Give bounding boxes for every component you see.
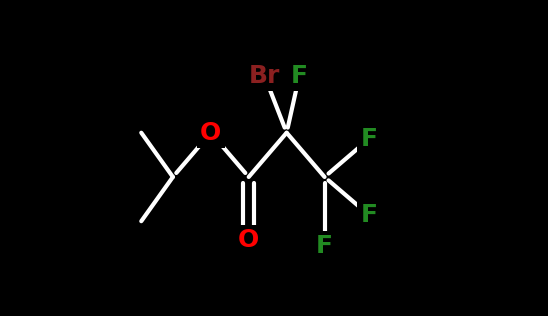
Text: O: O [200, 121, 221, 145]
Text: Br: Br [249, 64, 280, 88]
Text: F: F [360, 203, 378, 227]
Text: F: F [360, 127, 378, 151]
Text: F: F [291, 64, 308, 88]
Text: F: F [316, 234, 333, 258]
Text: O: O [238, 228, 259, 252]
